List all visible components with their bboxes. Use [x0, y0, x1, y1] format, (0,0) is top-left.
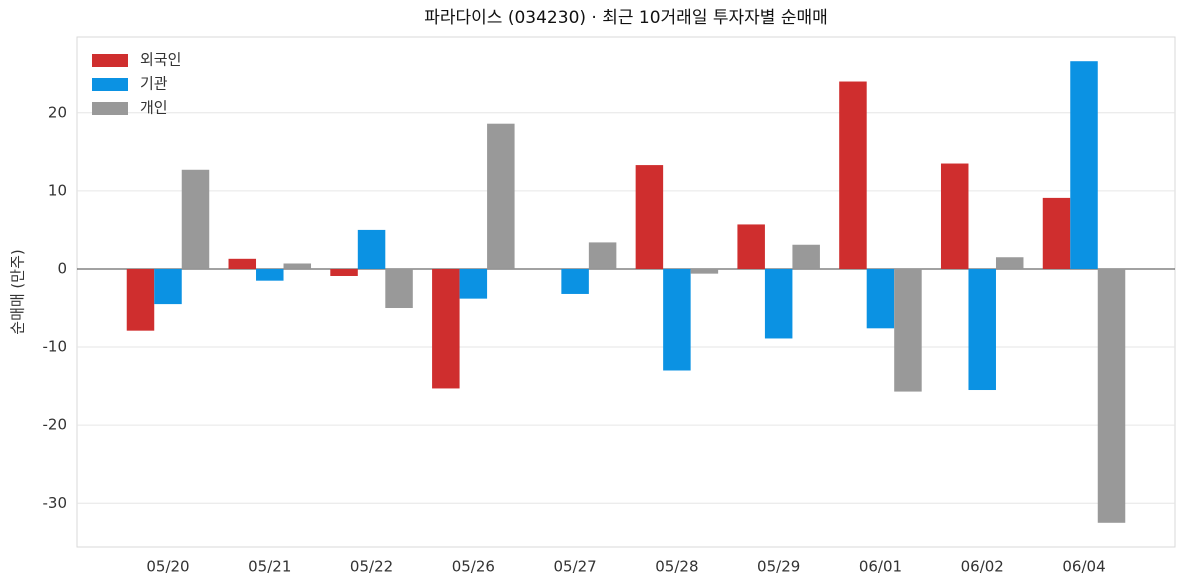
legend-label: 개인	[140, 99, 168, 117]
bar	[459, 268, 488, 299]
bar	[588, 242, 617, 269]
x-tick-label: 05/28	[655, 558, 698, 576]
x-tick-label: 05/20	[146, 558, 189, 576]
y-axis-label: 순매매 (만주)	[9, 249, 27, 334]
chart-title: 파라다이스 (034230) · 최근 10거래일 투자자별 순매매	[424, 8, 828, 28]
x-tick-label: 06/02	[961, 558, 1004, 576]
x-tick-label: 06/04	[1062, 558, 1105, 576]
bar	[357, 229, 386, 269]
bar	[181, 169, 210, 269]
y-tick-label: -20	[43, 416, 68, 434]
bar	[330, 268, 358, 276]
bar	[1070, 61, 1098, 269]
bar	[1097, 268, 1126, 523]
bar	[764, 268, 793, 339]
legend-swatch	[92, 102, 128, 115]
bar	[228, 258, 257, 269]
y-tick-label: 20	[48, 103, 67, 121]
x-tick-label: 05/29	[757, 558, 800, 576]
y-tick-label: 0	[57, 259, 67, 277]
bar	[839, 81, 867, 269]
legend-swatch	[92, 54, 128, 67]
bar	[432, 268, 460, 389]
bar	[968, 268, 996, 391]
y-tick-label: 10	[48, 181, 67, 199]
bar	[995, 257, 1024, 269]
bar	[792, 244, 820, 269]
bar	[561, 268, 589, 294]
bar	[866, 268, 895, 329]
bar	[940, 163, 969, 269]
bar	[663, 268, 691, 371]
legend-label: 외국인	[140, 51, 181, 69]
x-tick-label: 05/26	[452, 558, 495, 576]
bar	[1042, 197, 1071, 269]
bar	[256, 268, 284, 281]
bar	[894, 268, 922, 392]
bar	[385, 268, 413, 309]
bar	[283, 263, 312, 269]
bar	[690, 268, 719, 274]
y-tick-label: -10	[43, 338, 68, 356]
bar	[126, 268, 155, 331]
y-tick-label: -30	[43, 494, 68, 512]
x-tick-label: 05/22	[350, 558, 393, 576]
bar	[154, 268, 182, 305]
legend-swatch	[92, 78, 128, 91]
bar	[737, 224, 765, 269]
bar	[487, 123, 515, 269]
plot-frame	[76, 36, 1176, 548]
x-tick-label: 06/01	[859, 558, 902, 576]
legend-label: 기관	[140, 75, 168, 93]
bar	[635, 165, 664, 269]
x-tick-label: 05/21	[248, 558, 291, 576]
x-tick-label: 05/27	[553, 558, 596, 576]
